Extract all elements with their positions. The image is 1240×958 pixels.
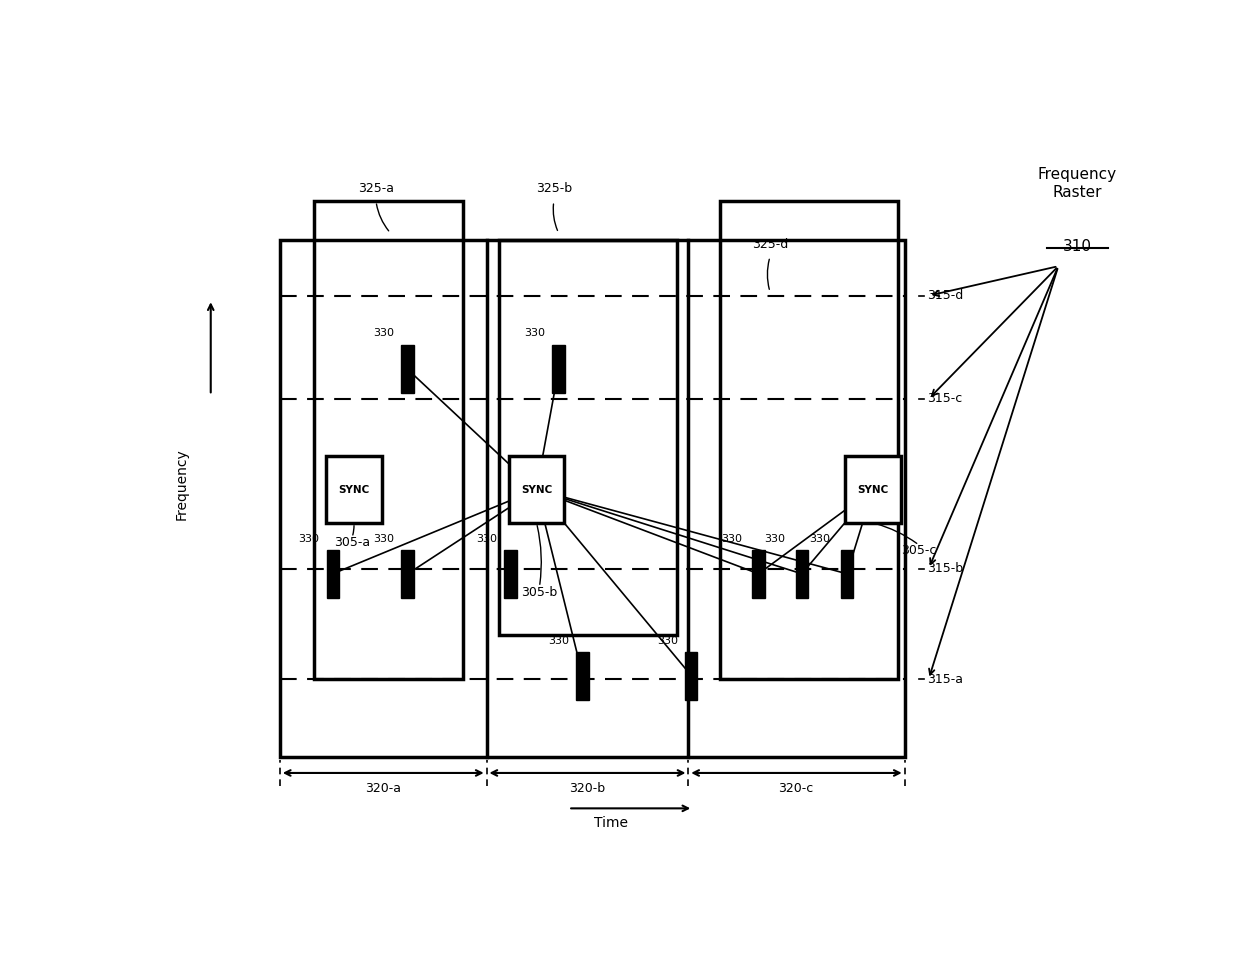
Text: 330: 330 xyxy=(299,535,319,544)
Bar xyxy=(753,550,765,598)
Text: 325-d: 325-d xyxy=(751,238,789,251)
Text: 320-c: 320-c xyxy=(779,782,813,795)
Bar xyxy=(720,201,898,679)
Bar xyxy=(684,651,697,699)
Bar xyxy=(402,346,414,394)
Text: 330: 330 xyxy=(373,328,394,338)
Text: 330: 330 xyxy=(764,535,785,544)
Bar xyxy=(280,240,904,757)
Text: SYNC: SYNC xyxy=(857,485,889,494)
Text: 330: 330 xyxy=(722,535,742,544)
Bar xyxy=(577,651,589,699)
Bar xyxy=(326,457,382,523)
Bar xyxy=(498,240,677,635)
Text: 330: 330 xyxy=(548,636,569,646)
Text: 310: 310 xyxy=(1063,239,1092,254)
Bar xyxy=(402,550,414,598)
Text: 315-a: 315-a xyxy=(926,673,962,686)
Text: 315-c: 315-c xyxy=(926,393,962,405)
Text: 330: 330 xyxy=(810,535,831,544)
Bar xyxy=(326,550,339,598)
Text: Frequency: Frequency xyxy=(175,448,188,519)
Text: 330: 330 xyxy=(373,535,394,544)
Bar xyxy=(841,550,853,598)
Text: 330: 330 xyxy=(525,328,546,338)
Text: 305-c: 305-c xyxy=(901,544,936,557)
Text: 325-a: 325-a xyxy=(358,182,394,195)
Text: 315-b: 315-b xyxy=(926,562,962,575)
Text: 330: 330 xyxy=(476,535,497,544)
Text: Frequency
Raster: Frequency Raster xyxy=(1038,168,1117,200)
Text: 305-b: 305-b xyxy=(521,586,558,599)
Bar xyxy=(796,550,808,598)
Text: 320-b: 320-b xyxy=(569,782,605,795)
Text: 315-d: 315-d xyxy=(926,289,963,302)
Bar xyxy=(314,201,463,679)
Text: SYNC: SYNC xyxy=(521,485,552,494)
Bar xyxy=(505,550,517,598)
Bar xyxy=(508,457,564,523)
Bar xyxy=(552,346,565,394)
Text: 320-a: 320-a xyxy=(365,782,401,795)
Text: 325-b: 325-b xyxy=(536,182,572,195)
Text: SYNC: SYNC xyxy=(339,485,370,494)
Text: 330: 330 xyxy=(657,636,678,646)
Bar xyxy=(844,457,900,523)
Text: Time: Time xyxy=(594,816,629,831)
Text: 305-a: 305-a xyxy=(334,536,370,550)
